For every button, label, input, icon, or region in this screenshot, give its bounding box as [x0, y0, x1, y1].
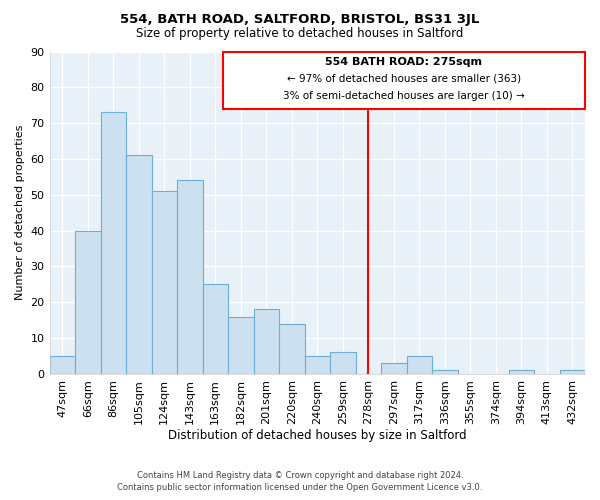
- Bar: [75, 230, 101, 374]
- Bar: [254, 310, 279, 374]
- FancyBboxPatch shape: [223, 52, 585, 109]
- X-axis label: Distribution of detached houses by size in Saltford: Distribution of detached houses by size …: [168, 430, 467, 442]
- Text: Contains HM Land Registry data © Crown copyright and database right 2024.
Contai: Contains HM Land Registry data © Crown c…: [118, 471, 482, 492]
- Bar: [330, 352, 356, 374]
- Bar: [381, 363, 407, 374]
- Bar: [407, 356, 432, 374]
- Bar: [101, 112, 126, 374]
- Bar: [432, 370, 458, 374]
- Y-axis label: Number of detached properties: Number of detached properties: [15, 125, 25, 300]
- Bar: [203, 284, 228, 374]
- Bar: [509, 370, 534, 374]
- Bar: [50, 356, 75, 374]
- Bar: [152, 191, 177, 374]
- Text: Size of property relative to detached houses in Saltford: Size of property relative to detached ho…: [136, 28, 464, 40]
- Text: ← 97% of detached houses are smaller (363): ← 97% of detached houses are smaller (36…: [287, 74, 521, 84]
- Bar: [305, 356, 330, 374]
- Text: 3% of semi-detached houses are larger (10) →: 3% of semi-detached houses are larger (1…: [283, 92, 525, 102]
- Text: 554, BATH ROAD, SALTFORD, BRISTOL, BS31 3JL: 554, BATH ROAD, SALTFORD, BRISTOL, BS31 …: [121, 12, 479, 26]
- Bar: [177, 180, 203, 374]
- Bar: [279, 324, 305, 374]
- Bar: [560, 370, 585, 374]
- Text: 554 BATH ROAD: 275sqm: 554 BATH ROAD: 275sqm: [325, 57, 482, 67]
- Bar: [228, 316, 254, 374]
- Bar: [126, 156, 152, 374]
